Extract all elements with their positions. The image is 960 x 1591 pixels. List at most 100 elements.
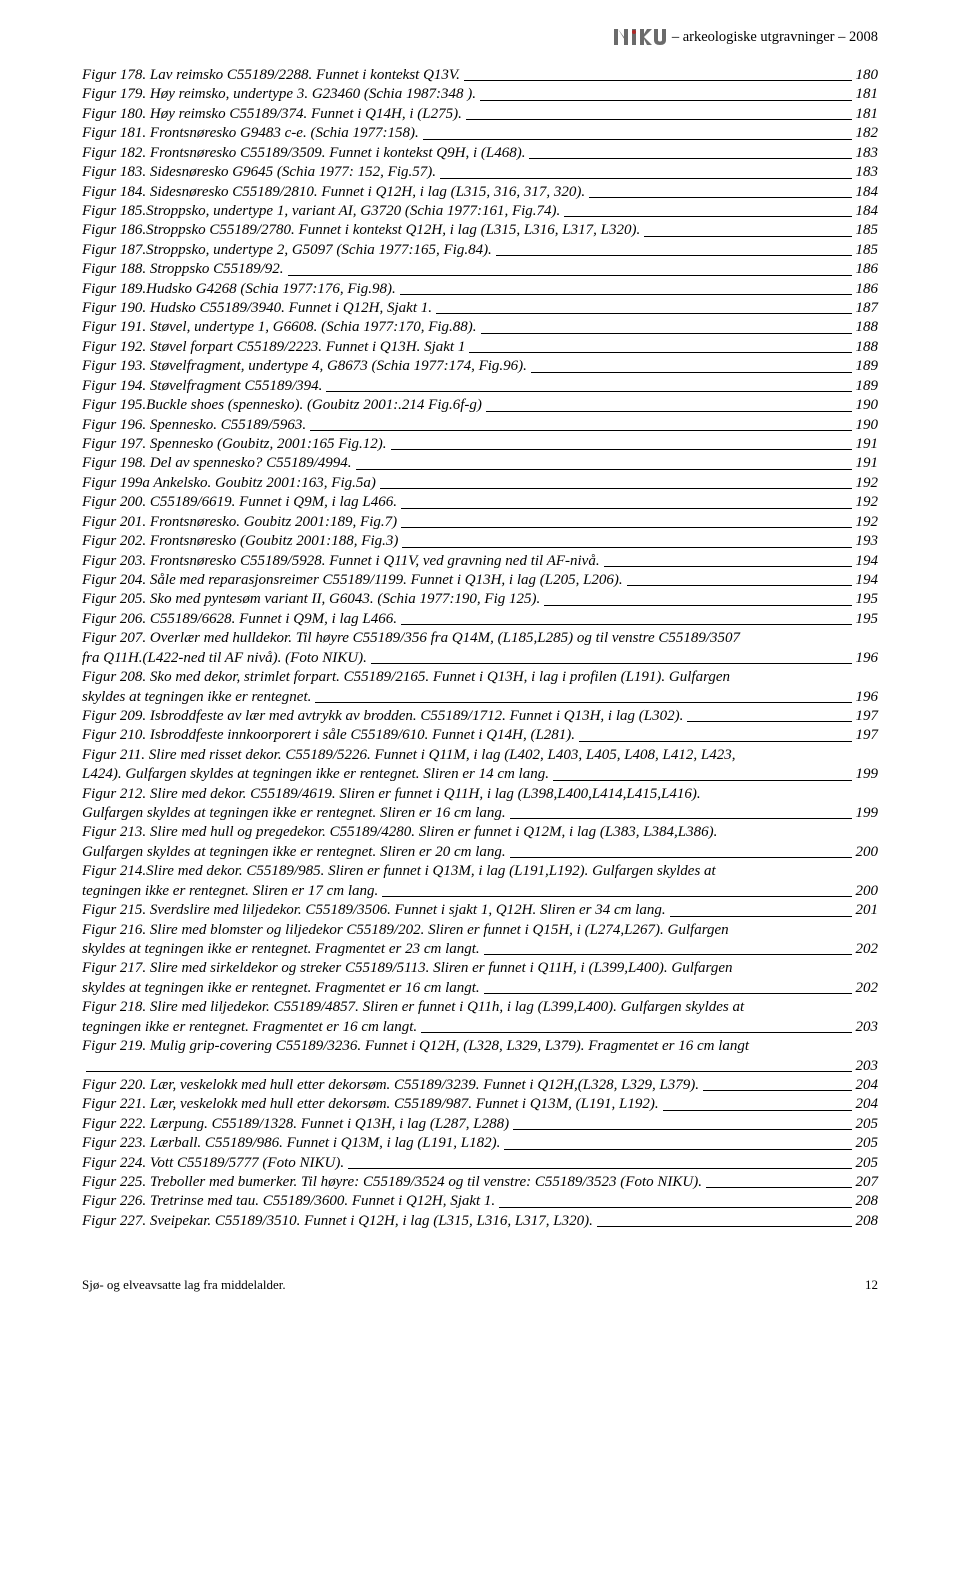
figure-entry-page: 202 (854, 979, 879, 998)
figure-entry: Figur 198. Del av spennesko? C55189/4994… (82, 454, 878, 473)
figure-entry: Figur 197. Spennesko (Goubitz, 2001:165 … (82, 435, 878, 454)
leader-line (348, 1168, 851, 1169)
figure-entry: Figur 191. Støvel, undertype 1, G6608. (… (82, 318, 878, 337)
figure-entry-page: 194 (854, 552, 879, 571)
figure-entry-page: 197 (854, 707, 879, 726)
figure-entry-page: 204 (854, 1095, 879, 1114)
page: – arkeologiske utgravninger – 2008 Figur… (0, 0, 960, 1333)
figure-entry: Figur 204. Såle med reparasjonsreimer C5… (82, 571, 878, 590)
figure-entry-text: Figur 202. Frontsnøresko (Goubitz 2001:1… (82, 532, 398, 551)
figure-entry-text: Figur 191. Støvel, undertype 1, G6608. (… (82, 318, 477, 337)
leader-line (703, 1090, 851, 1091)
figure-entry-page: 192 (854, 513, 879, 532)
figure-entry-text: tegningen ikke er rentegnet. Fragmentet … (82, 1018, 417, 1037)
figure-entry-page: 185 (854, 221, 879, 240)
leader-line (464, 80, 852, 81)
leader-line (706, 1187, 852, 1188)
figure-entry: Figur 225. Treboller med bumerker. Til h… (82, 1173, 878, 1192)
figure-entry: skyldes at tegningen ikke er rentegnet. … (82, 979, 878, 998)
figure-entry-page: 204 (854, 1076, 879, 1095)
figure-entry-text: Figur 196. Spennesko. C55189/5963. (82, 416, 306, 435)
leader-line (484, 954, 852, 955)
figure-entry: Figur 188. Stroppsko C55189/92.186 (82, 260, 878, 279)
figure-entry: Figur 185.Stroppsko, undertype 1, varian… (82, 202, 878, 221)
leader-line (481, 333, 852, 334)
figure-entry: Figur 196. Spennesko. C55189/5963.190 (82, 416, 878, 435)
figure-entry: Figur 202. Frontsnøresko (Goubitz 2001:1… (82, 532, 878, 551)
figure-entry-text: Figur 184. Sidesnøresko C55189/2810. Fun… (82, 183, 585, 202)
figure-entry: Figur 223. Lærball. C55189/986. Funnet i… (82, 1134, 878, 1153)
leader-line (670, 916, 852, 917)
niku-logo (614, 28, 666, 46)
figure-entry-page: 208 (854, 1192, 879, 1211)
leader-line (504, 1149, 851, 1150)
figure-entry: Figur 189.Hudsko G4268 (Schia 1977:176, … (82, 280, 878, 299)
leader-line (564, 216, 851, 217)
figure-entry-page: 190 (854, 396, 879, 415)
figure-entry-page: 208 (854, 1212, 879, 1231)
figure-entry-text: Figur 192. Støvel forpart C55189/2223. F… (82, 338, 465, 357)
figure-entry-text: Figur 207. Overlær med hulldekor. Til hø… (82, 629, 878, 648)
figure-entry: Figur 222. Lærpung. C55189/1328. Funnet … (82, 1115, 878, 1134)
figure-entry-page: 191 (854, 454, 879, 473)
leader-line (589, 197, 851, 198)
figure-entry-page: 191 (854, 435, 879, 454)
leader-line (380, 488, 852, 489)
figure-entry-page: 203 (854, 1057, 879, 1076)
figure-entry-page: 187 (854, 299, 879, 318)
figure-entry-text: Figur 217. Slire med sirkeldekor og stre… (82, 959, 878, 978)
footer-page-number: 12 (865, 1277, 878, 1293)
figure-entry-page: 183 (854, 144, 879, 163)
leader-line (440, 178, 852, 179)
figure-entry-page: 200 (854, 843, 879, 862)
figure-entry-text: Figur 209. Isbroddfeste av lær med avtry… (82, 707, 683, 726)
leader-line (687, 721, 851, 722)
figure-entry-page: 195 (854, 590, 879, 609)
leader-line (401, 624, 852, 625)
figure-entry-page: 186 (854, 280, 879, 299)
figure-entry-page: 188 (854, 338, 879, 357)
figure-entry-text: Figur 194. Støvelfragment C55189/394. (82, 377, 322, 396)
figure-entry: Gulfargen skyldes at tegningen ikke er r… (82, 843, 878, 862)
figure-entry-page: 200 (854, 882, 879, 901)
figure-entry-text: Figur 222. Lærpung. C55189/1328. Funnet … (82, 1115, 509, 1134)
leader-line (627, 585, 852, 586)
figure-entry-page: 181 (854, 85, 879, 104)
figure-entry-page: 197 (854, 726, 879, 745)
figure-entry-text: Figur 200. C55189/6619. Funnet i Q9M, i … (82, 493, 397, 512)
leader-line (401, 508, 852, 509)
figure-entry-page: 184 (854, 202, 879, 221)
leader-line (480, 100, 852, 101)
leader-line (513, 1129, 851, 1130)
figure-entry: Figur 180. Høy reimsko C55189/374. Funne… (82, 105, 878, 124)
leader-line (597, 1226, 852, 1227)
figure-entry-page: 205 (854, 1154, 879, 1173)
figure-entry-text: Figur 223. Lærball. C55189/986. Funnet i… (82, 1134, 500, 1153)
figure-entry-text: skyldes at tegningen ikke er rentegnet. … (82, 979, 480, 998)
figure-entry-text: Figur 199a Ankelsko. Goubitz 2001:163, F… (82, 474, 376, 493)
figure-entry-text: Figur 203. Frontsnøresko C55189/5928. Fu… (82, 552, 600, 571)
leader-line (326, 391, 851, 392)
figure-entry: Figur 181. Frontsnøresko G9483 c-e. (Sch… (82, 124, 878, 143)
leader-line (391, 449, 852, 450)
figure-entry-page: 192 (854, 493, 879, 512)
figure-entry-page: 194 (854, 571, 879, 590)
figure-entry-text: Figur 221. Lær, veskelokk med hull etter… (82, 1095, 659, 1114)
figure-entry: Figur 206. C55189/6628. Funnet i Q9M, i … (82, 610, 878, 629)
leader-line (510, 818, 852, 819)
figure-entry-text: Figur 225. Treboller med bumerker. Til h… (82, 1173, 702, 1192)
leader-line (544, 605, 851, 606)
figure-entry-page: 188 (854, 318, 879, 337)
figure-entry-page: 181 (854, 105, 879, 124)
leader-line (288, 275, 852, 276)
figure-entry-page: 207 (854, 1173, 879, 1192)
figure-entry-text: Figur 188. Stroppsko C55189/92. (82, 260, 284, 279)
figure-entry: Figur 193. Støvelfragment, undertype 4, … (82, 357, 878, 376)
figure-entry-text: skyldes at tegningen ikke er rentegnet. … (82, 940, 480, 959)
figure-entry: Figur 179. Høy reimsko, undertype 3. G23… (82, 85, 878, 104)
leader-line (510, 857, 852, 858)
leader-line (401, 527, 851, 528)
leader-line (371, 663, 852, 664)
leader-line (423, 139, 852, 140)
figure-entry-text: Figur 210. Isbroddfeste innkoorporert i … (82, 726, 575, 745)
